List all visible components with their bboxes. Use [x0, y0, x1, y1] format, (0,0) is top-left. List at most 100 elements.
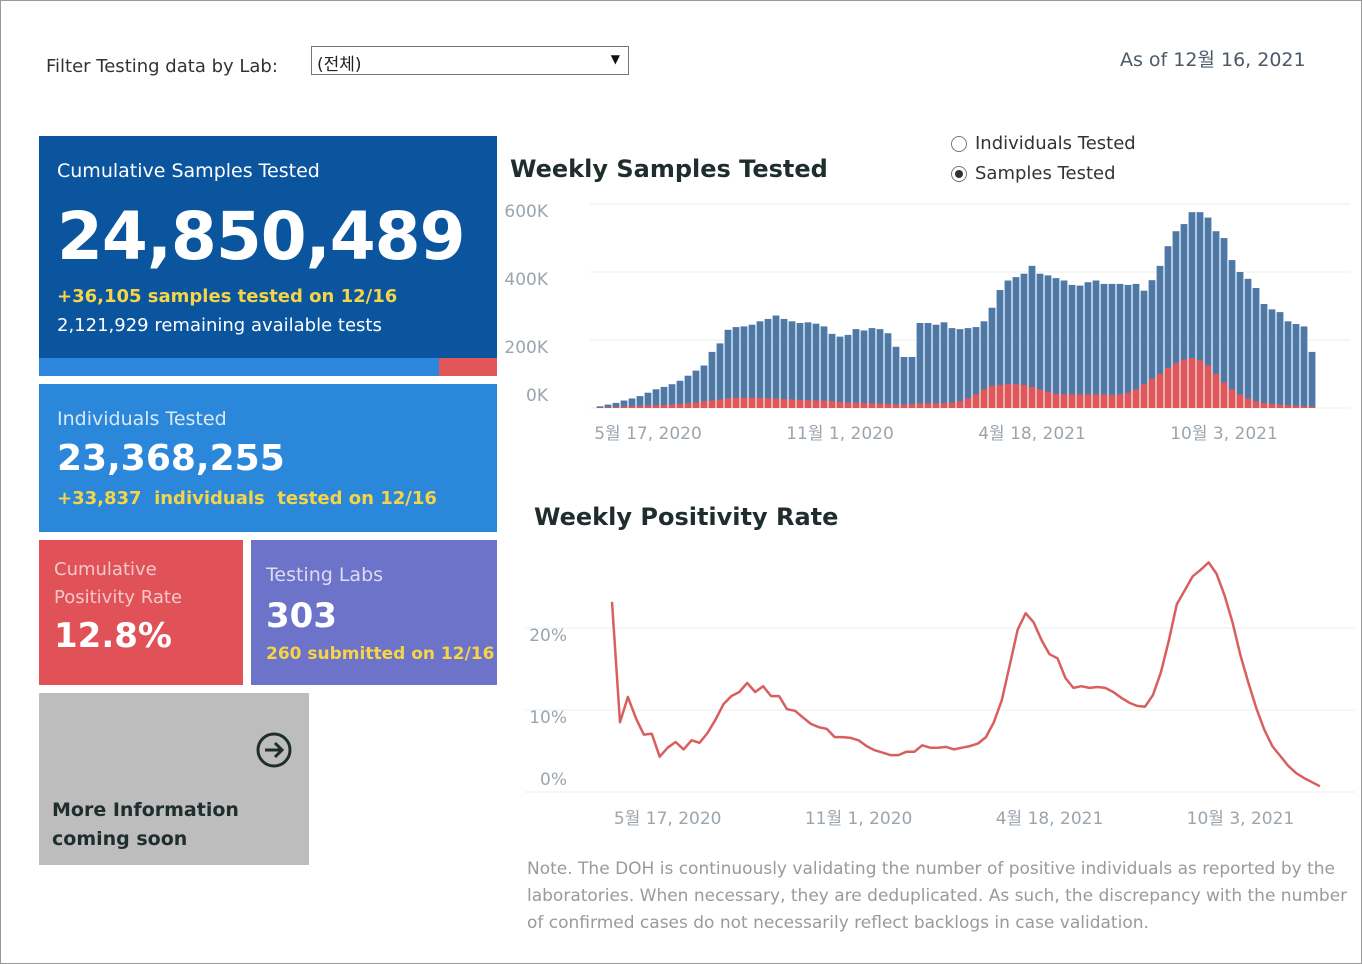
- bar: [1276, 404, 1284, 408]
- filter-label: Filter Testing data by Lab:: [46, 56, 278, 77]
- bar: [1292, 405, 1300, 408]
- bar: [1028, 386, 1036, 408]
- lab-dropdown[interactable]: (전체) ▼: [311, 46, 629, 75]
- y-tick-label: 0K: [526, 386, 549, 406]
- more-info-card: More Information coming soon: [39, 693, 309, 865]
- dropdown-arrow: ▼: [610, 52, 620, 66]
- bar: [652, 389, 660, 408]
- bar: [1204, 365, 1212, 408]
- card-delta: 260 submitted on 12/16: [266, 644, 495, 664]
- radio-option[interactable]: Samples Tested: [951, 163, 1116, 184]
- bar: [884, 403, 892, 408]
- bar: [1060, 394, 1068, 408]
- bar: [948, 328, 956, 408]
- bar: [692, 370, 700, 408]
- bar: [636, 405, 644, 408]
- y-tick-label: 200K: [504, 338, 548, 358]
- bar: [1180, 359, 1188, 408]
- bar: [1268, 309, 1276, 408]
- y-tick-label: 400K: [504, 270, 548, 290]
- bar: [964, 328, 972, 408]
- bar: [1100, 283, 1108, 408]
- x-tick-label: 10월 3, 2021: [1170, 424, 1278, 444]
- more-info-line: More Information: [52, 799, 239, 821]
- bar: [724, 398, 732, 408]
- bar: [1012, 277, 1020, 408]
- progress-used: [39, 358, 439, 376]
- card-value: 24,850,489: [57, 198, 466, 275]
- bar: [1236, 394, 1244, 408]
- individuals-card: Individuals Tested 23,368,255 +33,837 in…: [39, 384, 497, 532]
- bar: [972, 394, 980, 408]
- bar: [1132, 283, 1140, 408]
- bar: [612, 406, 620, 408]
- card-value: 23,368,255: [57, 438, 285, 479]
- bar: [932, 403, 940, 408]
- bar: [908, 357, 916, 408]
- bar: [788, 399, 796, 408]
- bar: [1172, 231, 1180, 408]
- bar: [804, 400, 812, 408]
- card-delta: +36,105 samples tested on 12/16: [57, 286, 398, 307]
- bar: [836, 336, 844, 408]
- chart-title: Weekly Positivity Rate: [534, 503, 838, 531]
- bar: [756, 397, 764, 408]
- bar: [620, 406, 628, 408]
- bar: [988, 307, 996, 408]
- bar: [1284, 321, 1292, 408]
- x-tick-label: 5월 17, 2020: [594, 424, 702, 444]
- bar: [924, 323, 932, 408]
- bar: [1308, 406, 1316, 408]
- bar: [796, 323, 804, 408]
- bar: [1188, 358, 1196, 408]
- arrow-icon[interactable]: [255, 731, 293, 769]
- bar: [1212, 374, 1220, 408]
- bar: [780, 318, 788, 408]
- bar: [1276, 312, 1284, 408]
- card-remaining: 2,121,929 remaining available tests: [57, 315, 382, 336]
- x-tick-label: 5월 17, 2020: [614, 809, 722, 829]
- radio-option[interactable]: Individuals Tested: [951, 133, 1136, 154]
- bar: [1132, 389, 1140, 408]
- bar: [1220, 238, 1228, 408]
- bar: [924, 403, 932, 408]
- bar: [1092, 280, 1100, 408]
- bar: [956, 329, 964, 408]
- card-value: 303: [266, 596, 337, 636]
- card-value: 12.8%: [54, 616, 172, 656]
- bar: [596, 406, 604, 408]
- bar: [844, 334, 852, 408]
- bar: [908, 403, 916, 408]
- bar: [1300, 406, 1308, 408]
- bar: [628, 398, 636, 408]
- bar: [764, 318, 772, 408]
- bar: [1244, 278, 1252, 408]
- bar: [748, 397, 756, 408]
- bar: [956, 401, 964, 408]
- bar: [676, 403, 684, 408]
- bar: [1164, 246, 1172, 408]
- bar: [828, 401, 836, 408]
- bar: [1036, 273, 1044, 408]
- bar: [1244, 398, 1252, 408]
- bar: [700, 365, 708, 408]
- bar: [748, 324, 756, 408]
- y-tick-label: 600K: [504, 202, 548, 222]
- bar: [860, 402, 868, 408]
- bar: [876, 403, 884, 408]
- bar: [788, 321, 796, 408]
- bar: [868, 403, 876, 408]
- bar: [1196, 212, 1204, 408]
- bar: [1100, 394, 1108, 408]
- bar: [740, 326, 748, 408]
- bar: [1068, 284, 1076, 408]
- bar: [1236, 272, 1244, 408]
- bar: [1076, 285, 1084, 408]
- more-info-line: coming soon: [52, 828, 188, 850]
- bar: [732, 327, 740, 408]
- bar: [980, 321, 988, 408]
- progress-remaining: [439, 358, 497, 376]
- bar: [1020, 273, 1028, 408]
- chart-title: Weekly Samples Tested: [510, 155, 828, 183]
